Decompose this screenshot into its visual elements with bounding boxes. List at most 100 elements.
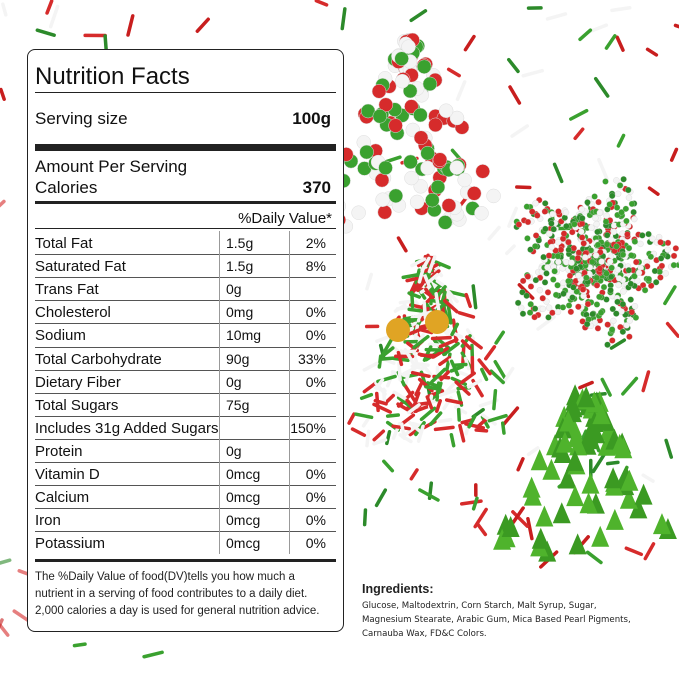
sprinkle [643, 542, 656, 561]
sprinkle [609, 338, 627, 350]
sprinkle [378, 160, 393, 176]
sprinkle [566, 485, 585, 507]
sprinkle [403, 384, 417, 403]
sprinkle [618, 209, 625, 216]
sprinkle [657, 239, 664, 246]
sprinkle [501, 366, 515, 386]
sprinkle [441, 198, 457, 213]
sprinkle [0, 87, 6, 101]
sprinkle [374, 377, 385, 391]
sprinkle [541, 279, 549, 286]
sprinkle [535, 505, 554, 527]
sprinkle [434, 260, 451, 270]
sprinkle [637, 240, 644, 248]
sprinkle [457, 172, 472, 188]
sprinkle [471, 284, 478, 310]
nutrition-panel: Nutrition Facts Serving size 100g Amount… [27, 49, 344, 632]
sprinkle [557, 246, 565, 253]
sprinkle [385, 429, 392, 446]
sprinkle [608, 326, 616, 333]
sprinkle [500, 421, 506, 435]
nutrient-amount: 1.5g [226, 235, 254, 251]
sprinkle [399, 349, 416, 354]
sprinkle [526, 446, 540, 457]
sprinkle [623, 322, 630, 329]
sprinkle [632, 314, 640, 321]
sprinkle [426, 381, 441, 388]
sprinkle [475, 522, 488, 537]
sprinkle [584, 300, 592, 308]
sprinkle [588, 224, 595, 231]
sprinkle [480, 367, 489, 382]
ingredients-heading: Ingredients: [362, 582, 434, 596]
row-rule [35, 369, 336, 371]
nutrient-name: Calcium [35, 489, 90, 507]
sprinkle [623, 217, 630, 225]
sprinkle [473, 507, 488, 529]
sprinkle [412, 361, 430, 367]
daily-value-header: %Daily Value* [238, 210, 332, 227]
sprinkle [614, 266, 622, 273]
sprinkle [603, 241, 611, 248]
sprinkle [453, 405, 468, 415]
serving-size: 100g [292, 109, 331, 128]
sprinkle [381, 337, 394, 356]
sprinkle [420, 145, 435, 161]
sprinkle [595, 198, 602, 206]
sprinkle [555, 208, 562, 215]
sprinkle [615, 275, 623, 282]
sprinkle [543, 270, 550, 277]
sprinkle [388, 188, 404, 204]
sprinkle [507, 57, 520, 74]
sprinkle [531, 314, 538, 321]
row-rule [35, 415, 336, 417]
sprinkle [413, 179, 428, 194]
sprinkle [103, 34, 108, 53]
sprinkle [492, 388, 498, 411]
calories-label: Calories [35, 178, 98, 197]
sprinkle [416, 424, 425, 443]
sprinkle [404, 170, 419, 186]
sprinkle [434, 292, 441, 314]
sprinkle [575, 272, 582, 279]
sprinkle [593, 220, 600, 228]
sprinkle [362, 508, 368, 527]
sprinkle [645, 47, 659, 57]
sprinkle [573, 127, 585, 141]
sprinkle [651, 267, 659, 275]
sprinkle [597, 309, 605, 316]
footnote-line: 2,000 calories a day is used for general… [35, 605, 320, 617]
sprinkle [622, 205, 630, 212]
sprinkle [437, 417, 453, 424]
sprinkle [351, 205, 366, 220]
nutrient-name: Trans Fat [35, 281, 99, 299]
sprinkle [408, 421, 422, 434]
nutrient-amount: 1.5g [226, 258, 254, 275]
sprinkle [563, 223, 570, 230]
sprinkle [544, 264, 551, 271]
sprinkle [404, 99, 419, 114]
sprinkle [440, 290, 447, 305]
sprinkle [511, 506, 525, 525]
sprinkle [550, 276, 557, 283]
sprinkle [484, 345, 497, 361]
sprinkle [422, 76, 438, 92]
nutrient-name: Iron [35, 512, 61, 530]
sprinkle [397, 361, 402, 382]
sprinkle [531, 527, 550, 549]
nutrient-name: Total Fat [35, 235, 93, 252]
sprinkle [594, 228, 601, 236]
sprinkle [438, 337, 459, 349]
sprinkle [515, 221, 523, 228]
sprinkle [361, 415, 371, 428]
rule [35, 92, 336, 93]
sprinkle [519, 289, 526, 296]
nutrient-dv: 0% [305, 535, 326, 552]
sprinkle [597, 157, 609, 181]
sprinkle [608, 264, 615, 271]
sprinkle [670, 252, 678, 260]
sprinkle [669, 147, 679, 162]
sprinkle [604, 232, 611, 239]
sprinkle [589, 310, 596, 318]
